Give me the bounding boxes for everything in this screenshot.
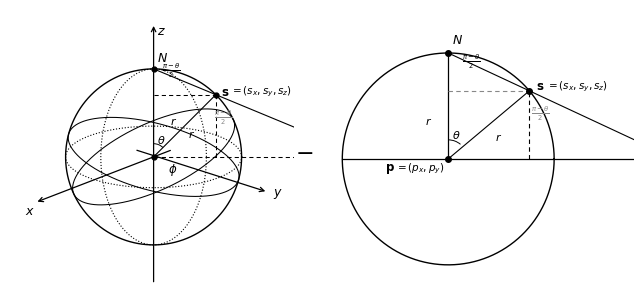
Text: $N$: $N$ — [452, 34, 463, 47]
Text: $r$: $r$ — [425, 116, 433, 127]
Text: $N$: $N$ — [157, 52, 168, 64]
Text: $r$: $r$ — [170, 116, 177, 127]
Text: $\mathbf{p}$: $\mathbf{p}$ — [385, 162, 396, 176]
Text: $\mathbf{s}$: $\mathbf{s}$ — [221, 85, 230, 99]
Text: $\mathbf{s}$: $\mathbf{s}$ — [536, 80, 544, 93]
Text: $y$: $y$ — [273, 187, 283, 201]
Text: $-$: $-$ — [295, 142, 313, 163]
Text: $\frac{\pi-\theta}{2}$: $\frac{\pi-\theta}{2}$ — [461, 52, 480, 71]
Text: $\frac{\pi-\theta}{2}$: $\frac{\pi-\theta}{2}$ — [162, 62, 180, 80]
Text: $x$: $x$ — [26, 205, 35, 218]
Text: $\frac{\pi-\theta}{2}$: $\frac{\pi-\theta}{2}$ — [531, 105, 550, 123]
Text: $= (p_x, p_y)$: $= (p_x, p_y)$ — [395, 162, 445, 176]
Text: $r$: $r$ — [495, 132, 502, 143]
Text: $r$: $r$ — [188, 129, 195, 140]
Text: $\theta$: $\theta$ — [452, 128, 461, 141]
Text: $\phi$: $\phi$ — [168, 162, 178, 178]
Text: $= (s_x, s_y, s_z)$: $= (s_x, s_y, s_z)$ — [547, 79, 609, 94]
Text: $\theta$: $\theta$ — [157, 134, 166, 146]
Text: $= (s_x, s_y, s_z)$: $= (s_x, s_y, s_z)$ — [230, 85, 292, 99]
Text: $\frac{\pi-\theta}{2}$: $\frac{\pi-\theta}{2}$ — [214, 109, 233, 127]
Text: $z$: $z$ — [157, 25, 166, 38]
